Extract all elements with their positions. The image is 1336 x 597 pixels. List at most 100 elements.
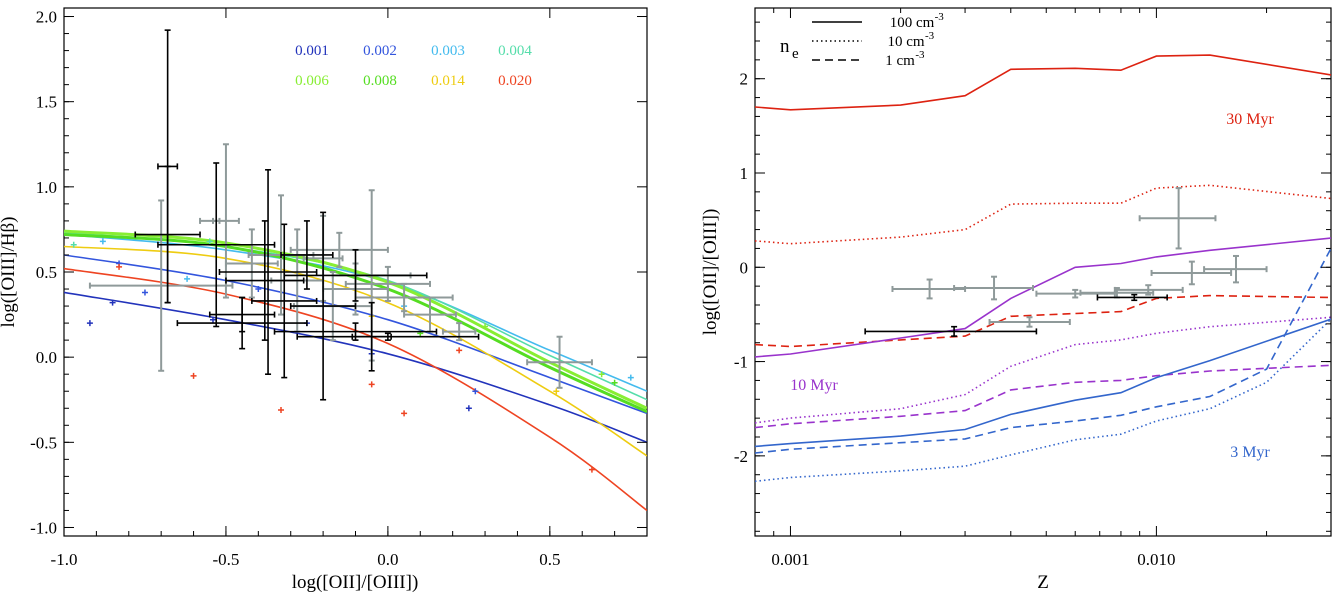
left-x-tick-label: -1.0 xyxy=(51,550,78,569)
left-x-tick-label: 0.0 xyxy=(377,550,398,569)
left-obs-gray-point xyxy=(344,265,431,302)
left-y-tick-label: -1.0 xyxy=(30,518,57,537)
left-model-point xyxy=(70,241,77,248)
left-model-point xyxy=(255,286,262,293)
left-model-point xyxy=(482,323,489,330)
left-obs-black-point xyxy=(280,220,334,290)
right-obs-black-point xyxy=(864,325,1038,337)
left-legend-entry-0.004: 0.004 xyxy=(498,43,532,59)
left-model-point xyxy=(99,238,106,245)
left-legend-entry-0.014: 0.014 xyxy=(431,73,465,89)
left-panel: -1.0 -0.5 0.0 0.5 -1.0 -0.5 0.0 0.5 1.0 1.5 2.0 0… xyxy=(0,7,648,593)
left-model-point xyxy=(553,388,560,395)
right-obs-gray-point xyxy=(1203,254,1268,284)
right-legend-title: n xyxy=(780,36,790,57)
left-x-tick-label: -0.5 xyxy=(212,550,239,569)
right-legend-label: 10 cm xyxy=(887,34,924,50)
right-obs-black-point xyxy=(1096,293,1168,302)
left-model-point xyxy=(401,410,408,417)
left-model-point xyxy=(611,379,618,386)
left-obs-gray-point xyxy=(88,199,234,372)
right-curve xyxy=(755,318,1331,448)
left-y-tick-label: -0.5 xyxy=(30,433,57,452)
left-obs-black-point xyxy=(296,332,480,341)
right-x-tick-label: 0.001 xyxy=(771,550,809,569)
right-obs-gray-point xyxy=(953,275,1034,301)
left-model-point xyxy=(116,263,123,270)
right-curve xyxy=(755,294,1331,348)
left-model-point xyxy=(190,372,197,379)
right-curve xyxy=(755,248,1331,454)
right-obs-gray-point xyxy=(1138,187,1217,250)
left-obs-black-point xyxy=(157,162,276,328)
left-model-point xyxy=(465,405,472,412)
left-obs-black-point xyxy=(273,322,438,341)
right-curve xyxy=(755,237,1331,358)
left-obs-gray-point xyxy=(403,296,457,333)
right-annotation-10-myr: 10 Myr xyxy=(790,377,838,394)
left-obs-black-point xyxy=(251,223,318,379)
right-y-tick-label: 0 xyxy=(740,258,749,277)
left-model-point xyxy=(86,320,93,327)
left-y-tick-label: 1.0 xyxy=(36,178,57,197)
left-y-tick-label: 0.5 xyxy=(36,263,57,282)
right-annotation-3-myr: 3 Myr xyxy=(1230,444,1270,461)
right-obs-gray-point xyxy=(891,278,967,300)
left-model-point xyxy=(278,406,285,413)
left-legend-entry-0.008: 0.008 xyxy=(363,73,397,89)
left-legend-entry-0.001: 0.001 xyxy=(295,43,329,59)
left-curve-z-0.001 xyxy=(64,291,647,444)
right-legend-label: 100 cm xyxy=(890,15,935,31)
left-legend-entry-0.002: 0.002 xyxy=(363,43,397,59)
left-curve-z-0.020 xyxy=(64,267,647,512)
left-obs-black-point xyxy=(218,169,318,375)
left-obs-black-point xyxy=(283,249,428,302)
left-obs-black-point xyxy=(176,296,308,350)
right-x-tick-label: 0.010 xyxy=(1137,550,1175,569)
left-model-point xyxy=(472,388,479,395)
right-legend-label: 1 cm xyxy=(885,53,915,69)
right-legend-title-subscript: e xyxy=(792,46,799,62)
left-obs-black-point xyxy=(289,211,357,401)
left-obs-black-point xyxy=(225,220,305,341)
left-obs-black-point xyxy=(134,165,201,304)
left-model-point xyxy=(368,381,375,388)
left-model-point xyxy=(456,347,463,354)
left-x-axis-label: log([OII]/[OIII]) xyxy=(292,572,419,593)
right-y-tick-label: -1 xyxy=(734,353,748,372)
left-x-tick-label: 0.5 xyxy=(539,550,560,569)
left-model-point xyxy=(627,374,634,381)
left-obs-gray-point xyxy=(224,228,279,299)
left-model-point xyxy=(209,316,216,323)
right-y-tick-label: -2 xyxy=(734,447,748,466)
left-model-point xyxy=(184,275,191,282)
left-model-point xyxy=(109,299,116,306)
right-curve xyxy=(755,316,1331,424)
left-obs-gray-point xyxy=(526,335,593,389)
right-obs-gray-point xyxy=(1150,260,1233,286)
right-y-tick-label: 1 xyxy=(740,164,749,183)
right-annotation-30-myr: 30 Myr xyxy=(1226,111,1274,128)
left-model-point xyxy=(206,238,213,245)
left-y-axis-label: log([OIII]/Hβ) xyxy=(0,217,19,328)
right-curve xyxy=(755,318,1331,483)
right-curve xyxy=(755,54,1331,111)
right-legend-label-superscript: -3 xyxy=(915,49,925,61)
right-legend-label-superscript: -3 xyxy=(935,11,945,23)
left-legend-entry-0.003: 0.003 xyxy=(431,43,465,59)
right-plot-frame xyxy=(754,7,1332,537)
left-y-tick-label: 1.5 xyxy=(36,93,57,112)
left-obs-gray-point xyxy=(354,282,454,313)
right-curve xyxy=(755,364,1331,429)
right-curve xyxy=(755,184,1331,245)
right-obs-gray-point xyxy=(1113,284,1184,296)
left-model-point xyxy=(588,466,595,473)
right-y-axis-label: log([OII]/[OIII]) xyxy=(700,209,721,336)
right-x-axis-label: Z xyxy=(1037,572,1049,593)
left-model-point xyxy=(598,371,605,378)
left-model-point xyxy=(141,289,148,296)
left-legend-entry-0.020: 0.020 xyxy=(498,73,532,89)
left-legend-entry-0.006: 0.006 xyxy=(295,73,329,89)
